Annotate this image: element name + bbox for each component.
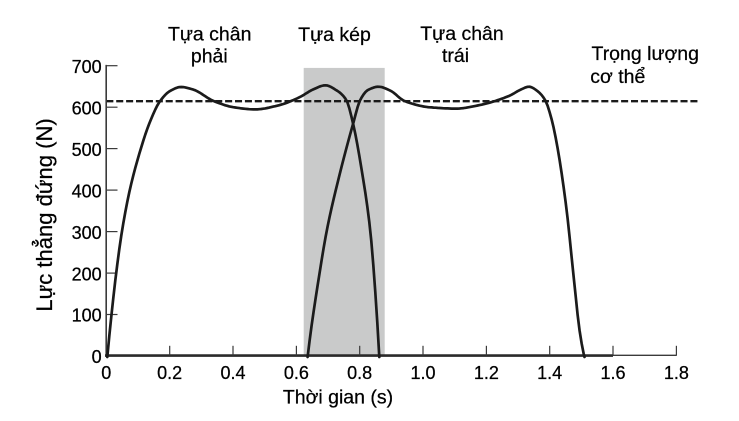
svg-text:Tựa chân: Tựa chân [420, 23, 504, 45]
svg-text:1.4: 1.4 [537, 363, 562, 383]
svg-text:Tựa kép: Tựa kép [298, 24, 371, 46]
svg-text:600: 600 [72, 98, 102, 118]
svg-text:Thời gian (s): Thời gian (s) [283, 386, 393, 408]
svg-text:0.8: 0.8 [347, 363, 372, 383]
svg-text:0: 0 [92, 347, 102, 367]
svg-text:cơ thể: cơ thể [590, 66, 645, 88]
svg-text:trái: trái [442, 45, 469, 67]
svg-text:Lực thẳng đứng (N): Lực thẳng đứng (N) [32, 118, 57, 311]
svg-text:1.0: 1.0 [410, 363, 435, 383]
svg-text:500: 500 [72, 140, 102, 160]
svg-text:0.2: 0.2 [157, 363, 182, 383]
svg-text:0.6: 0.6 [284, 363, 309, 383]
svg-text:0: 0 [101, 363, 111, 383]
svg-text:400: 400 [72, 181, 102, 201]
svg-text:phải: phải [191, 45, 228, 67]
svg-text:Trọng lượng: Trọng lượng [592, 43, 700, 65]
svg-text:1.8: 1.8 [664, 363, 689, 383]
svg-text:700: 700 [72, 57, 102, 77]
svg-text:1.6: 1.6 [600, 363, 625, 383]
svg-text:Tựa chân: Tựa chân [168, 24, 252, 46]
svg-text:1.2: 1.2 [474, 363, 499, 383]
svg-text:200: 200 [72, 264, 102, 284]
svg-text:0.4: 0.4 [220, 363, 245, 383]
svg-text:100: 100 [72, 306, 102, 326]
svg-text:300: 300 [72, 223, 102, 243]
